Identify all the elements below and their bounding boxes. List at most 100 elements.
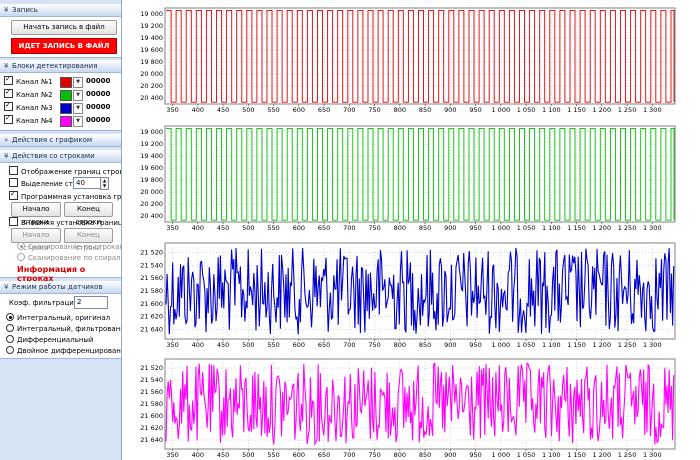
y-tick-label: 21 620 [140, 424, 163, 432]
channel-1-label: Канал №1 [16, 78, 53, 86]
x-tick-label: 500 [242, 341, 254, 349]
y-tick-label: 20 400 [140, 212, 163, 220]
graph-actions-section-header[interactable]: » Действия с графиком [0, 134, 121, 147]
channel-2-checkbox[interactable]: Канал №2 [4, 87, 53, 100]
checkbox-box [9, 166, 18, 175]
channel-4-chart-svg: 350 400 450 500 550 600 650 700 750 800 850 900 950 1… [140, 358, 676, 459]
x-tick-label: 1 200 [592, 341, 611, 349]
x-tick-label: 1 200 [592, 106, 611, 114]
row-select-label: Выделение строк [21, 180, 86, 188]
channel-1-color-swatch[interactable] [60, 77, 72, 88]
channel-2-chart-svg: 350 400 450 500 550 600 650 700 750 800 850 900 950 1… [140, 125, 676, 232]
x-tick-label: 500 [242, 224, 254, 232]
chevron-down-icon: ¥ [4, 152, 9, 160]
recording-status-button[interactable]: ИДЕТ ЗАПИСЬ В ФАЙЛ [11, 38, 117, 54]
row-actions-section-header[interactable]: ¥ Действия со строками [0, 150, 121, 163]
series-line [165, 247, 675, 335]
detection-section-header[interactable]: ¥ Блоки детектирования [0, 60, 121, 73]
channel-2-chart[interactable]: 350 400 450 500 550 600 650 700 750 800 850 900 950 1… [133, 121, 678, 233]
channel-4-checkbox[interactable]: Канал №4 [4, 113, 53, 126]
channel-4-color-swatch[interactable] [60, 116, 72, 127]
row-start-button[interactable]: Начало строки [11, 202, 61, 226]
y-tick-label: 21 600 [140, 300, 163, 308]
x-tick-label: 500 [242, 451, 254, 459]
chevron-down-icon[interactable]: ▼ [73, 77, 83, 88]
x-tick-label: 700 [343, 451, 355, 459]
chevron-down-icon[interactable]: ▼ [73, 90, 83, 101]
channel-3-chart[interactable]: 350 400 450 500 550 600 650 700 750 800 850 900 950 1… [133, 238, 678, 350]
spinner-arrows-icon[interactable]: ▲ ▼ [100, 177, 109, 190]
x-tick-label: 450 [217, 341, 229, 349]
start-recording-button[interactable]: Начать запись в файл [11, 20, 117, 35]
mode-double-diff-radio[interactable]: Двойное дифференцирование [6, 346, 121, 356]
x-tick-label: 1 050 [517, 341, 536, 349]
mode-integral-filtered-radio[interactable]: Интегральный, фильтрованный [6, 324, 121, 334]
channel-3-checkbox[interactable]: Канал №3 [4, 100, 53, 113]
x-tick-label: 1 150 [567, 106, 586, 114]
x-tick-label: 450 [217, 224, 229, 232]
filter-coef-input[interactable]: 2 [74, 296, 108, 309]
y-tick-label: 19 200 [140, 22, 163, 30]
row-select-checkbox[interactable]: Выделение строк [9, 178, 86, 189]
x-tick-label: 1 100 [542, 451, 561, 459]
record-section-header[interactable]: ¥ Запись [0, 4, 121, 17]
mode-integral-original-radio[interactable]: Интегральный, оригинал [6, 313, 110, 323]
x-tick-label: 1 200 [592, 451, 611, 459]
y-tick-label: 21 520 [140, 364, 163, 372]
x-tick-label: 1 000 [491, 341, 510, 349]
x-tick-label: 1 050 [517, 106, 536, 114]
series-line [166, 127, 675, 221]
row-end-button-disabled[interactable]: Конец строки [64, 228, 113, 252]
y-tick-label: 21 540 [140, 376, 163, 384]
channel-4-chart[interactable]: 350 400 450 500 550 600 650 700 750 800 850 900 950 1… [133, 354, 678, 460]
mode-differential-radio[interactable]: Дифференциальный [6, 335, 93, 345]
row-select-input[interactable]: 40 [73, 177, 101, 189]
row-start-button-disabled[interactable]: Начало строки [11, 228, 61, 252]
x-tick-label: 1 100 [542, 106, 561, 114]
program-borders-checkbox[interactable]: Программная установка границ [9, 189, 121, 202]
show-row-borders-label: Отображение границ строк [21, 168, 122, 176]
scan-spiral-label: Сканирование по спирали [28, 254, 122, 262]
channel-3-chart-svg: 350 400 450 500 550 600 650 700 750 800 850 900 950 1… [140, 242, 676, 349]
x-tick-label: 900 [444, 341, 456, 349]
y-tick-label: 20 200 [140, 82, 163, 90]
mode-option-label: Дифференциальный [17, 336, 94, 344]
channel-3-label: Канал №3 [16, 104, 53, 112]
x-tick-label: 950 [469, 224, 481, 232]
x-tick-label: 1 200 [592, 224, 611, 232]
chevron-down-icon[interactable]: ▼ [73, 116, 83, 127]
graph-actions-title: Действия с графиком [12, 136, 93, 144]
sensor-mode-section-header[interactable]: ¥ Режим работы датчиков [0, 281, 121, 294]
chevron-down-icon: ¥ [4, 6, 9, 14]
scan-rows-radio[interactable]: Сканирование по строкам [17, 242, 121, 252]
y-tick-label: 19 200 [140, 140, 163, 148]
filter-coef-label: Коэф. фильтрации [9, 299, 79, 307]
x-tick-label: 900 [444, 106, 456, 114]
x-tick-label: 1 150 [567, 451, 586, 459]
scan-spiral-radio[interactable]: Сканирование по спирали [17, 253, 122, 263]
y-tick-label: 20 000 [140, 188, 163, 196]
channel-1-chart-svg: 350 400 450 500 550 600 650 700 750 800 850 900 950 1… [140, 7, 676, 114]
x-tick-label: 450 [217, 106, 229, 114]
show-row-borders-checkbox[interactable]: Отображение границ строк [9, 166, 122, 177]
checkbox-box [9, 178, 18, 187]
x-tick-label: 1 150 [567, 341, 586, 349]
x-tick-label: 1 000 [491, 106, 510, 114]
rows-info-link[interactable]: Информация о строках [17, 265, 86, 283]
x-tick-label: 900 [444, 451, 456, 459]
checkbox-box [4, 100, 13, 111]
channel-2-color-swatch[interactable] [60, 90, 72, 101]
channel-1-checkbox[interactable]: Канал №1 [4, 74, 53, 87]
external-borders-checkbox[interactable]: Внешняя установка границ [9, 217, 121, 228]
chevron-down-icon[interactable]: ▼ [73, 103, 83, 114]
channel-3-color-swatch[interactable] [60, 103, 72, 114]
y-tick-label: 19 400 [140, 34, 163, 42]
y-tick-label: 21 560 [140, 388, 163, 396]
channel-4-count: 00000 [86, 116, 111, 124]
channel-1-chart[interactable]: 350 400 450 500 550 600 650 700 750 800 850 900 950 1… [133, 3, 678, 115]
x-tick-label: 1 300 [643, 451, 662, 459]
x-tick-label: 600 [293, 224, 305, 232]
x-tick-label: 750 [368, 341, 380, 349]
x-tick-label: 650 [318, 451, 330, 459]
row-end-button[interactable]: Конец строки [64, 202, 113, 226]
